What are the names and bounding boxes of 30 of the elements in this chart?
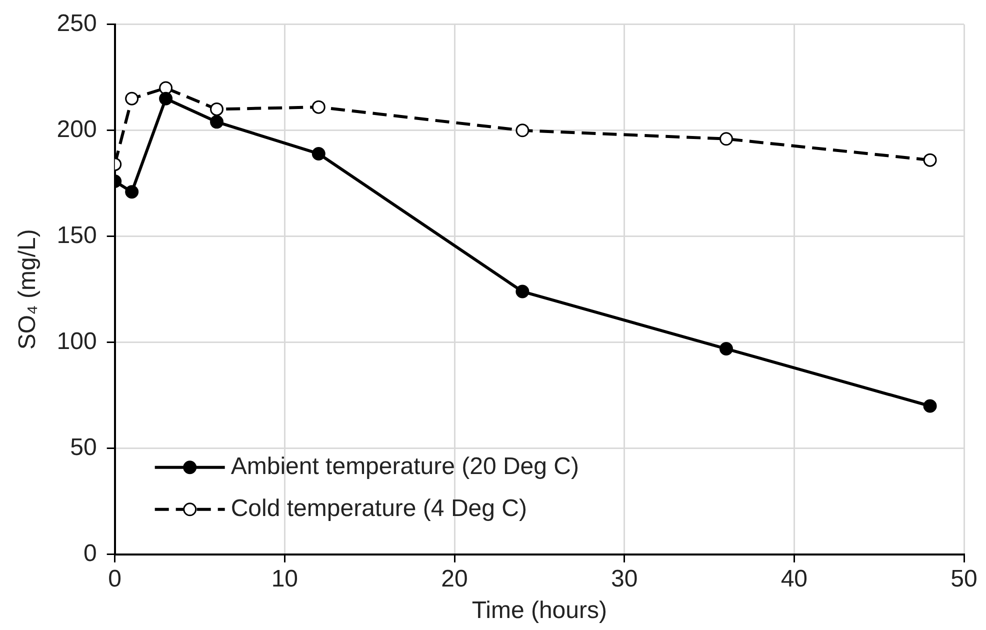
point — [125, 185, 139, 199]
point — [210, 102, 224, 116]
point — [159, 92, 173, 106]
point — [719, 132, 733, 146]
x-tick-label: 40 — [780, 565, 808, 592]
point — [312, 100, 326, 114]
y-tick-label: 50 — [70, 434, 97, 462]
x-tick-label: 50 — [950, 565, 978, 592]
point — [210, 115, 224, 129]
y-tick-label: 100 — [56, 328, 97, 356]
x-tick-label: 20 — [441, 565, 468, 592]
x-axis-title: Time (hours) — [472, 597, 607, 624]
point — [159, 81, 173, 95]
point — [719, 342, 733, 356]
point — [125, 92, 139, 106]
point — [516, 124, 530, 138]
y-axis-title: SO₄ (mg/L) — [14, 229, 42, 350]
legend-label: Cold temperature (4 Deg C) — [230, 495, 527, 522]
legend-label: Ambient temperature (20 Deg C) — [230, 453, 579, 480]
x-tick-label: 0 — [108, 565, 122, 592]
point — [516, 284, 530, 298]
point — [312, 146, 326, 160]
y-tick-label: 150 — [56, 222, 97, 250]
point — [923, 153, 937, 167]
point — [923, 399, 937, 413]
x-tick-label: 30 — [610, 565, 638, 592]
y-tick-label: 200 — [56, 116, 97, 144]
y-tick-label: 0 — [83, 540, 97, 568]
x-tick-label: 10 — [271, 565, 298, 592]
y-tick-label: 250 — [56, 10, 97, 38]
